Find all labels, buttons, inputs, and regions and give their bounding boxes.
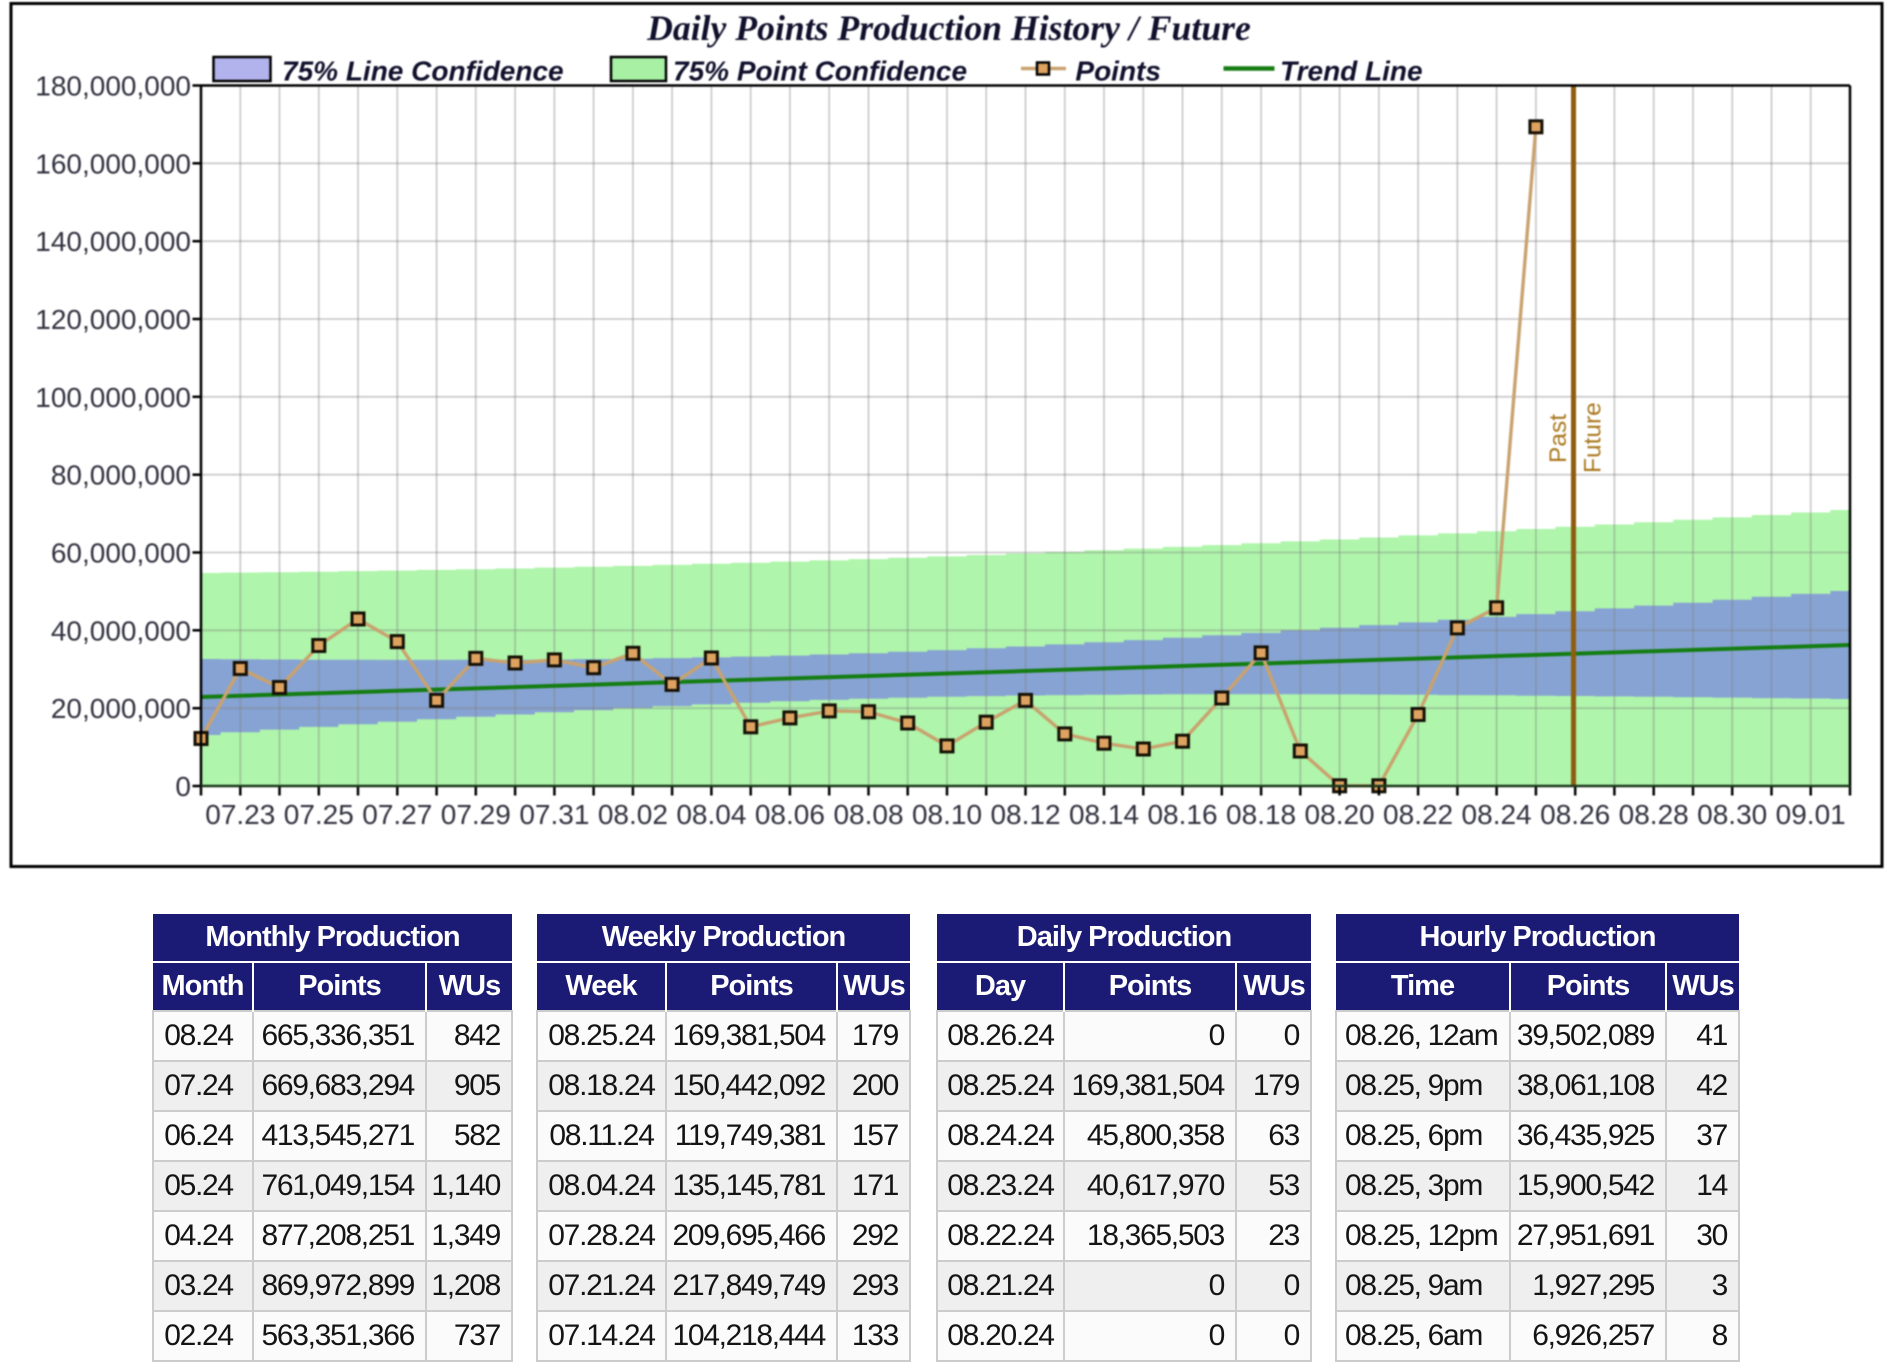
svg-text:80,000,000: 80,000,000 xyxy=(51,460,191,491)
svg-text:60,000,000: 60,000,000 xyxy=(51,538,191,569)
svg-text:07.23: 07.23 xyxy=(205,799,275,830)
svg-text:140,000,000: 140,000,000 xyxy=(35,226,191,257)
svg-text:08.28: 08.28 xyxy=(1619,799,1689,830)
svg-text:75% Point Confidence: 75% Point Confidence xyxy=(673,56,967,87)
svg-text:08.20: 08.20 xyxy=(1305,799,1375,830)
svg-text:Daily Points Production Histor: Daily Points Production History / Future xyxy=(646,8,1251,48)
svg-text:08.04: 08.04 xyxy=(676,799,746,830)
svg-text:09.01: 09.01 xyxy=(1776,799,1846,830)
svg-text:40,000,000: 40,000,000 xyxy=(51,615,191,646)
svg-text:Past: Past xyxy=(1545,414,1572,463)
svg-text:07.25: 07.25 xyxy=(284,799,354,830)
svg-text:08.22: 08.22 xyxy=(1383,799,1453,830)
svg-text:180,000,000: 180,000,000 xyxy=(35,71,191,102)
svg-text:08.06: 08.06 xyxy=(755,799,825,830)
svg-text:08.12: 08.12 xyxy=(990,799,1060,830)
svg-text:07.29: 07.29 xyxy=(441,799,511,830)
svg-text:20,000,000: 20,000,000 xyxy=(51,693,191,724)
svg-text:08.16: 08.16 xyxy=(1147,799,1217,830)
svg-text:Points: Points xyxy=(1075,56,1161,87)
svg-text:08.10: 08.10 xyxy=(912,799,982,830)
svg-text:08.26: 08.26 xyxy=(1540,799,1610,830)
svg-text:Future: Future xyxy=(1580,402,1607,473)
svg-text:160,000,000: 160,000,000 xyxy=(35,148,191,179)
svg-text:75% Line Confidence: 75% Line Confidence xyxy=(282,56,564,87)
svg-text:08.30: 08.30 xyxy=(1697,799,1767,830)
svg-text:07.27: 07.27 xyxy=(362,799,432,830)
svg-text:100,000,000: 100,000,000 xyxy=(35,382,191,413)
svg-text:08.18: 08.18 xyxy=(1226,799,1296,830)
svg-text:08.24: 08.24 xyxy=(1462,799,1532,830)
svg-text:08.08: 08.08 xyxy=(833,799,903,830)
svg-text:08.14: 08.14 xyxy=(1069,799,1139,830)
svg-text:07.31: 07.31 xyxy=(519,799,589,830)
svg-text:120,000,000: 120,000,000 xyxy=(35,304,191,335)
svg-text:0: 0 xyxy=(175,771,191,802)
svg-text:08.02: 08.02 xyxy=(598,799,668,830)
svg-text:Trend Line: Trend Line xyxy=(1280,56,1423,87)
